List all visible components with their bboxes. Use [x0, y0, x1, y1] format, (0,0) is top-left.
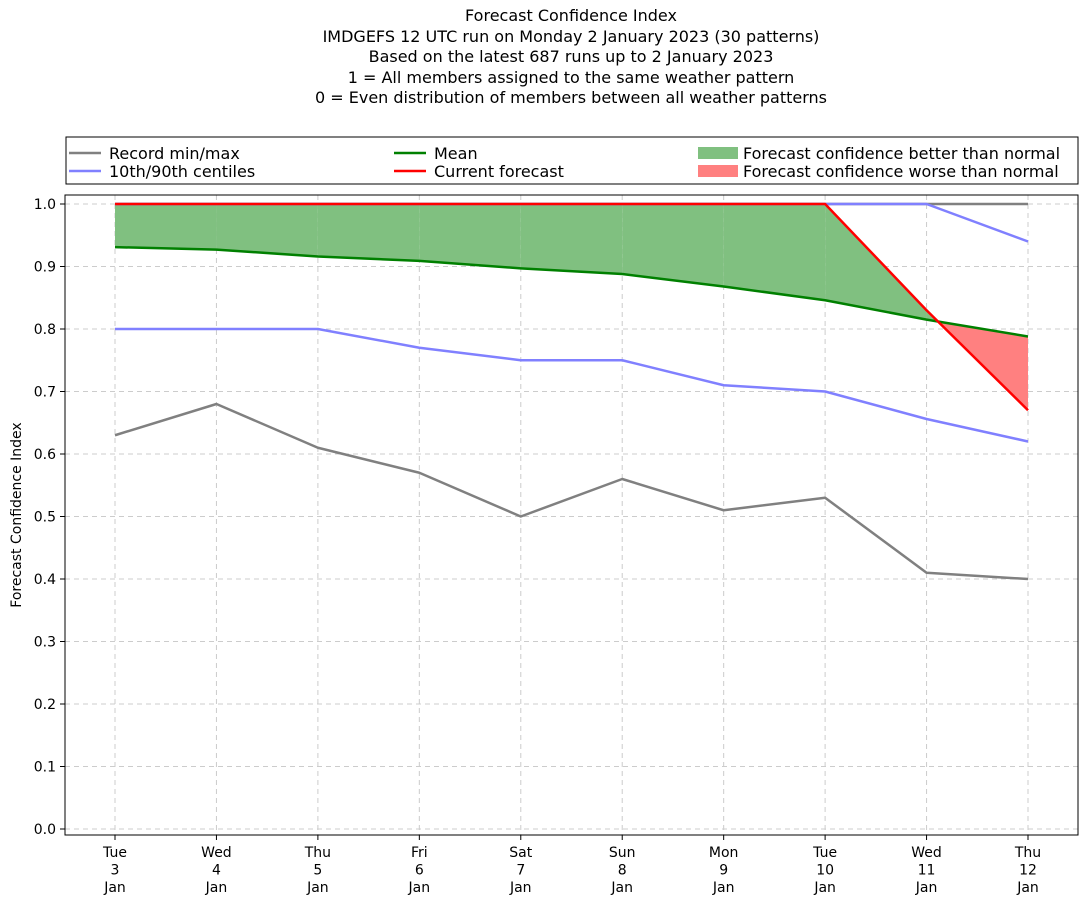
x-tick-label: 6	[415, 863, 424, 879]
plot-frame	[64, 194, 1079, 836]
y-axis-label: Forecast Confidence Index	[9, 422, 25, 607]
series-line-p10	[115, 327, 1029, 443]
x-tick-label: Jan	[712, 880, 735, 896]
x-tick-label: 7	[516, 863, 525, 879]
fill-better-than-normal	[115, 204, 217, 250]
legend-label: Current forecast	[434, 162, 564, 181]
legend-swatch-patch	[698, 165, 738, 177]
x-tick-label: Wed	[911, 845, 942, 861]
x-tick-label: 10	[816, 863, 834, 879]
x-tick-label: Tue	[812, 845, 837, 861]
x-tick-label: 8	[618, 863, 627, 879]
y-tick-label: 0.6	[34, 447, 56, 463]
x-tick-label: Wed	[201, 845, 232, 861]
x-tick-label: Jan	[306, 880, 329, 896]
x-tick-label: Jan	[509, 880, 532, 896]
legend-label: 10th/90th centiles	[109, 162, 255, 181]
y-tick-label: 1.0	[34, 197, 56, 213]
confidence-fills	[115, 204, 1028, 411]
title-line-2: IMDGEFS 12 UTC run on Monday 2 January 2…	[322, 26, 820, 46]
legend-label: Forecast confidence better than normal	[743, 144, 1060, 163]
x-tick-label: Jan	[1016, 880, 1039, 896]
title-line-5: 0 = Even distribution of members between…	[314, 88, 828, 107]
title-line-1: Forecast Confidence Index	[465, 6, 677, 25]
series-line-record-min	[114, 402, 1029, 581]
fill-better-than-normal	[419, 204, 521, 269]
x-tick-label: Sat	[509, 845, 532, 861]
y-tick-label: 0.9	[34, 260, 56, 276]
x-tick-label: 9	[719, 863, 728, 879]
y-tick-label: 0.8	[34, 322, 56, 338]
fill-better-than-normal	[520, 204, 623, 274]
series-line-mean	[114, 245, 1029, 338]
x-tick-label: Jan	[205, 880, 228, 896]
y-tick-label: 0.2	[34, 697, 56, 713]
fill-better-than-normal	[622, 204, 724, 287]
x-tick-label: Sun	[609, 845, 636, 861]
grid-lines	[65, 195, 1078, 835]
legend-label: Mean	[434, 144, 478, 163]
series-line-current	[115, 202, 1029, 412]
legend-box	[65, 136, 1079, 185]
series-lines	[114, 202, 1029, 581]
y-tick-label: 0.5	[34, 510, 56, 526]
x-tick-label: 4	[212, 863, 221, 879]
x-tick-label: Jan	[610, 880, 633, 896]
x-axis: Tue3JanWed4JanThu5JanFri6JanSat7JanSun8J…	[102, 835, 1041, 896]
x-tick-label: 11	[918, 863, 936, 879]
y-tick-label: 0.0	[34, 822, 56, 838]
x-tick-label: Fri	[411, 845, 428, 861]
legend-label: Forecast confidence worse than normal	[743, 162, 1059, 181]
x-tick-label: 12	[1019, 863, 1037, 879]
y-tick-label: 0.3	[34, 635, 56, 651]
x-tick-label: 5	[313, 863, 322, 879]
title-line-4: 1 = All members assigned to the same wea…	[347, 67, 795, 87]
x-tick-label: Thu	[304, 845, 331, 861]
fill-better-than-normal	[216, 204, 318, 257]
y-tick-label: 0.1	[34, 760, 56, 776]
x-tick-label: 3	[111, 863, 120, 879]
fill-better-than-normal	[723, 204, 826, 301]
x-tick-label: Tue	[102, 845, 127, 861]
x-tick-label: Jan	[103, 880, 126, 896]
y-axis: 0.0 0.1 0.2 0.3 0.4 0.5 0.6 0.7 0.8 0.9 1.0	[34, 197, 65, 838]
title-line-3: Based on the latest 687 runs up to 2 Jan…	[368, 47, 774, 66]
y-tick-label: 0.7	[34, 385, 56, 401]
x-tick-label: Thu	[1014, 845, 1041, 861]
legend-label: Record min/max	[109, 144, 240, 163]
x-tick-label: Jan	[408, 880, 431, 896]
x-tick-label: Jan	[813, 880, 836, 896]
legend-swatch-patch	[698, 147, 738, 159]
x-tick-label: Mon	[709, 845, 739, 861]
fill-better-than-normal	[317, 204, 420, 261]
chart-title: Forecast Confidence Index IMDGEFS 12 UTC…	[0, 6, 1092, 109]
x-tick-label: Jan	[915, 880, 938, 896]
y-tick-label: 0.4	[34, 572, 56, 588]
fill-better-than-normal	[825, 204, 927, 320]
